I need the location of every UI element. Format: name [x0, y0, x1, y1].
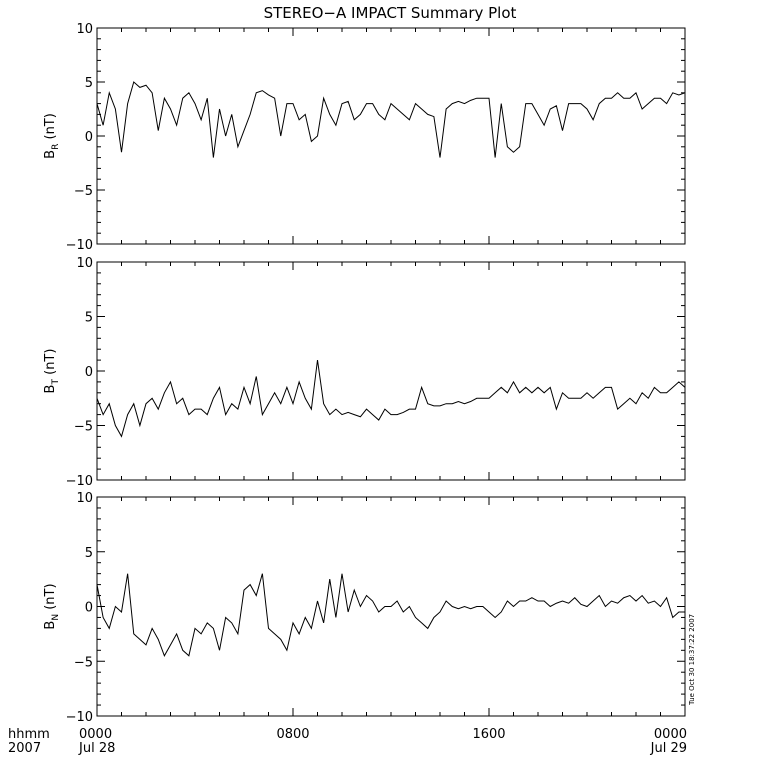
y-tick-label: −5: [74, 420, 93, 435]
y-tick-label: −5: [74, 184, 93, 199]
y-axis-label-unit: (nT): [43, 113, 58, 143]
y-tick-label: 5: [85, 311, 93, 326]
y-axis-label-subscript: R: [51, 144, 61, 150]
y-axis-label-unit: (nT): [43, 349, 58, 379]
y-tick-label: −10: [66, 474, 93, 489]
y-tick-label: 10: [76, 22, 93, 37]
series-line-2: [96, 360, 686, 438]
x-date-label: Jul 29: [650, 741, 687, 756]
y-axis-label: BR (nT): [43, 113, 61, 159]
y-tick-label: 0: [85, 365, 93, 380]
y-tick-label: 5: [85, 76, 93, 91]
y-tick-label: 0: [85, 601, 93, 616]
x-tick-label: 1600: [472, 727, 505, 742]
timestamp-label: Tue Oct 30 18:37:22 2007: [688, 614, 696, 706]
panel-2: 10 5 0 −5 −10 BT (nT): [43, 256, 686, 489]
plot-title: STEREO−A IMPACT Summary Plot: [264, 4, 517, 22]
panel-frame: [96, 261, 686, 481]
y-axis-label-subscript: N: [51, 614, 61, 621]
y-axis-label-unit: (nT): [43, 583, 58, 613]
panel-frame: [96, 27, 686, 245]
y-axis-label-main: B: [43, 385, 58, 394]
y-tick-label: 10: [76, 256, 93, 271]
y-tick-label: 5: [85, 546, 93, 561]
panel-1: 10 5 0 −5 −10 BR (nT): [43, 22, 686, 253]
y-axis-label-main: B: [43, 150, 58, 159]
y-tick-label: −10: [66, 238, 93, 253]
y-tick-label: 10: [76, 491, 93, 506]
year-label: 2007: [8, 741, 41, 756]
x-tick-label: 0000: [79, 727, 112, 742]
y-axis-label-subscript: T: [51, 379, 61, 386]
series-line-1: [96, 81, 686, 158]
x-tick-label: 0000: [654, 727, 687, 742]
y-tick-label: 0: [85, 130, 93, 145]
y-axis-label: BN (nT): [43, 583, 61, 629]
x-date-label: Jul 28: [78, 741, 115, 756]
series-line-3: [96, 573, 685, 657]
x-tick-label: 0800: [276, 727, 309, 742]
y-axis-label: BT (nT): [43, 349, 61, 394]
y-tick-label: −5: [74, 655, 93, 670]
hhmm-label: hhmm: [8, 727, 50, 742]
y-tick-label: −10: [66, 710, 93, 725]
y-axis-label-main: B: [43, 621, 58, 630]
